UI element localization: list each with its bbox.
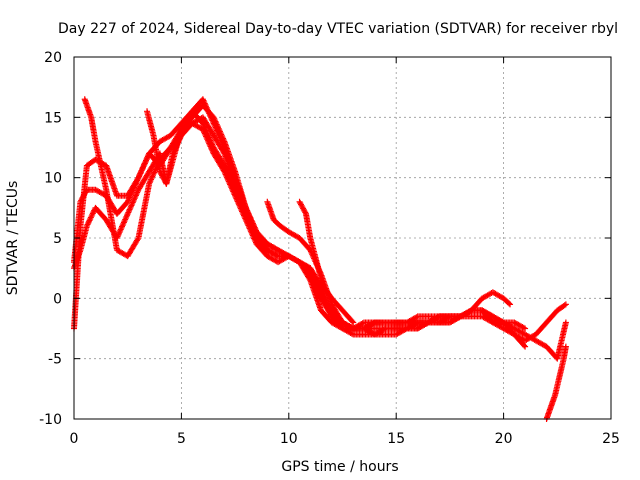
data-point — [505, 300, 512, 307]
data-point — [175, 138, 182, 145]
data-point — [521, 342, 528, 349]
data-point — [83, 222, 90, 229]
data-point — [350, 319, 357, 326]
data-point — [177, 135, 184, 142]
data-point — [85, 220, 92, 227]
data-point — [562, 301, 569, 308]
axis-ticks: 0 5 10 15 20 25 -10 -5 0 5 10 15 20 — [39, 50, 620, 447]
data-point — [507, 301, 514, 308]
data-point — [457, 313, 464, 320]
series-pass-2 — [71, 102, 514, 332]
y-tick-label: 5 — [53, 231, 62, 247]
x-tick-label: 15 — [387, 431, 405, 447]
data-point — [370, 330, 377, 337]
data-point — [273, 252, 280, 259]
y-tick-label: -5 — [48, 352, 62, 368]
data-point — [88, 213, 95, 220]
data-point — [348, 330, 355, 337]
data-point — [562, 343, 569, 350]
data-point — [349, 318, 356, 325]
data-point — [488, 318, 495, 325]
data-point — [90, 209, 97, 216]
y-tick-label: 0 — [53, 291, 62, 307]
data-point — [174, 140, 181, 147]
x-tick-label: 10 — [280, 431, 298, 447]
data-point — [413, 314, 420, 321]
data-point — [89, 211, 96, 218]
data-point — [171, 147, 178, 154]
data-point — [370, 320, 377, 327]
y-tick-label: 15 — [44, 110, 62, 126]
data-point — [522, 343, 529, 350]
data-point — [172, 144, 179, 151]
data-point — [171, 146, 178, 153]
data-point — [87, 214, 94, 221]
series-pass-8 — [543, 343, 569, 422]
data-point — [348, 324, 355, 331]
x-tick-label: 0 — [70, 431, 79, 447]
data-point — [85, 218, 92, 225]
data-point — [562, 319, 569, 326]
data-point — [87, 215, 94, 222]
data-point — [176, 136, 183, 143]
data-point — [175, 139, 182, 146]
y-tick-label: -10 — [39, 412, 62, 428]
x-axis-label: GPS time / hours — [281, 459, 398, 475]
grid-lines — [74, 57, 611, 419]
data-points — [71, 96, 569, 422]
data-point — [467, 308, 474, 315]
data-point — [170, 149, 177, 156]
x-tick-label: 5 — [177, 431, 186, 447]
data-point — [220, 149, 227, 156]
data-point — [86, 217, 93, 224]
data-point — [84, 221, 91, 228]
series-pass-7 — [296, 198, 357, 326]
data-point — [220, 167, 227, 174]
data-point — [89, 210, 96, 217]
x-tick-label: 20 — [495, 431, 513, 447]
data-point — [173, 142, 180, 149]
chart-title: Day 227 of 2024, Sidereal Day-to-day VTE… — [58, 21, 618, 37]
data-point — [169, 150, 176, 157]
data-point — [173, 143, 180, 150]
data-point — [520, 324, 527, 331]
data-point — [134, 236, 141, 243]
x-tick-label: 25 — [602, 431, 620, 447]
data-point — [424, 320, 431, 327]
data-point — [359, 320, 366, 327]
y-tick-label: 10 — [44, 171, 62, 187]
y-axis-label: SDTVAR / TECUs — [5, 181, 21, 296]
data-point — [522, 325, 529, 332]
y-tick-label: 20 — [44, 50, 62, 66]
series-pass-6 — [264, 198, 464, 332]
data-point — [302, 209, 309, 216]
data-point — [561, 302, 568, 309]
